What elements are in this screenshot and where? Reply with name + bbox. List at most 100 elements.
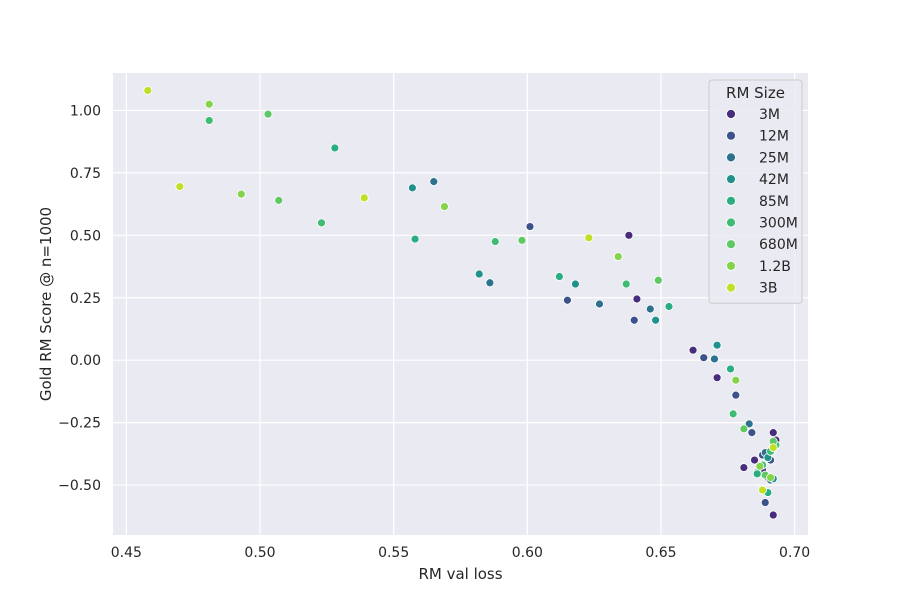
data-point: [613, 252, 623, 261]
data-point: [653, 275, 663, 285]
data-point: [731, 375, 741, 385]
data-point: [330, 143, 340, 153]
y-tick-label: 0.25: [70, 291, 101, 307]
data-point: [739, 424, 749, 434]
y-axis-label: Gold RM Score @ n=1000: [37, 207, 55, 401]
data-point: [525, 222, 535, 231]
y-tick-label: −0.50: [58, 478, 101, 494]
data-point: [645, 304, 655, 314]
data-point: [410, 234, 420, 244]
legend-label: 12M: [759, 129, 789, 145]
legend-label: 3M: [759, 107, 780, 123]
data-point: [359, 193, 369, 203]
data-point: [768, 443, 778, 452]
legend-item: 1.2B: [726, 259, 791, 275]
data-point: [760, 498, 770, 507]
legend-label: 3B: [759, 281, 778, 297]
y-tick-label: 1.00: [70, 103, 101, 119]
data-point: [595, 299, 604, 309]
legend-marker: [726, 239, 736, 250]
legend-marker: [726, 174, 736, 185]
data-point: [204, 99, 214, 109]
data-point: [712, 373, 722, 383]
data-point: [750, 455, 759, 465]
data-point: [429, 177, 439, 187]
legend-title: RM Size: [726, 84, 785, 102]
legend-label: 42M: [759, 172, 789, 188]
legend-label: 85M: [759, 194, 789, 210]
legend-item: 25M: [726, 150, 789, 166]
legend-marker: [726, 195, 736, 206]
legend-label: 300M: [759, 216, 798, 232]
data-point: [755, 461, 765, 471]
legend-marker: [726, 217, 736, 228]
x-tick-label: 0.55: [378, 545, 409, 561]
y-tick-label: 0.75: [70, 166, 101, 182]
data-point: [728, 409, 738, 419]
legend-items: 3M 12M 25M 42M 85M 300M 680M 1.2B 3B: [726, 107, 798, 297]
data-point: [664, 302, 674, 311]
data-point: [440, 202, 449, 212]
data-point: [490, 237, 500, 246]
data-point: [517, 235, 527, 245]
x-axis-ticks: 0.45 0.50 0.55 0.60 0.65 0.70: [111, 545, 810, 561]
data-point: [274, 195, 284, 205]
data-point: [768, 510, 778, 520]
data-point: [143, 86, 153, 95]
data-point: [747, 428, 757, 438]
data-point: [563, 295, 572, 305]
x-tick-label: 0.70: [779, 545, 810, 561]
x-tick-label: 0.60: [512, 545, 543, 561]
data-points: [143, 86, 781, 520]
legend-item: 42M: [726, 172, 789, 188]
data-point: [204, 116, 214, 125]
data-point: [485, 278, 495, 288]
data-point: [688, 345, 698, 355]
y-axis-ticks: −0.50 −0.25 0.00 0.25 0.50 0.75 1.00: [58, 103, 101, 494]
data-point: [621, 279, 631, 289]
x-tick-label: 0.45: [111, 545, 142, 561]
legend-item: 680M: [726, 237, 798, 253]
data-point: [474, 269, 484, 279]
legend-label: 1.2B: [759, 259, 791, 275]
legend-item: 3M: [726, 107, 780, 123]
data-point: [739, 463, 749, 472]
data-point: [752, 469, 762, 479]
data-point: [629, 315, 639, 325]
legend-marker: [726, 130, 736, 141]
data-point: [758, 485, 767, 495]
data-point: [624, 230, 634, 240]
y-tick-label: −0.25: [58, 416, 101, 432]
legend-marker: [726, 260, 736, 271]
legend-marker: [726, 109, 736, 119]
data-point: [766, 473, 775, 482]
data-point: [768, 428, 778, 438]
legend-label: 25M: [759, 150, 789, 166]
legend-item: 3B: [726, 281, 778, 297]
legend-marker: [726, 282, 736, 293]
data-point: [555, 272, 564, 281]
data-point: [726, 364, 735, 374]
y-tick-label: 0.50: [70, 228, 101, 244]
legend-item: 12M: [726, 129, 789, 145]
data-point: [407, 183, 417, 193]
data-point: [632, 294, 642, 304]
y-tick-label: 0.00: [70, 353, 101, 369]
data-point: [317, 218, 326, 228]
legend-item: 85M: [726, 194, 789, 210]
x-axis-label: RM val loss: [418, 565, 502, 583]
x-tick-label: 0.50: [244, 545, 275, 561]
data-point: [710, 354, 719, 364]
data-point: [236, 189, 246, 199]
data-point: [571, 279, 580, 289]
data-point: [744, 419, 754, 429]
data-point: [712, 340, 722, 350]
legend: RM Size 3M 12M 25M 42M 85M 300M 680M 1.2B 3B: [708, 79, 803, 304]
data-point: [699, 353, 709, 363]
legend-label: 680M: [759, 237, 798, 253]
data-point: [731, 390, 741, 400]
x-tick-label: 0.65: [645, 545, 676, 561]
data-point: [584, 233, 594, 243]
data-point: [263, 109, 273, 119]
